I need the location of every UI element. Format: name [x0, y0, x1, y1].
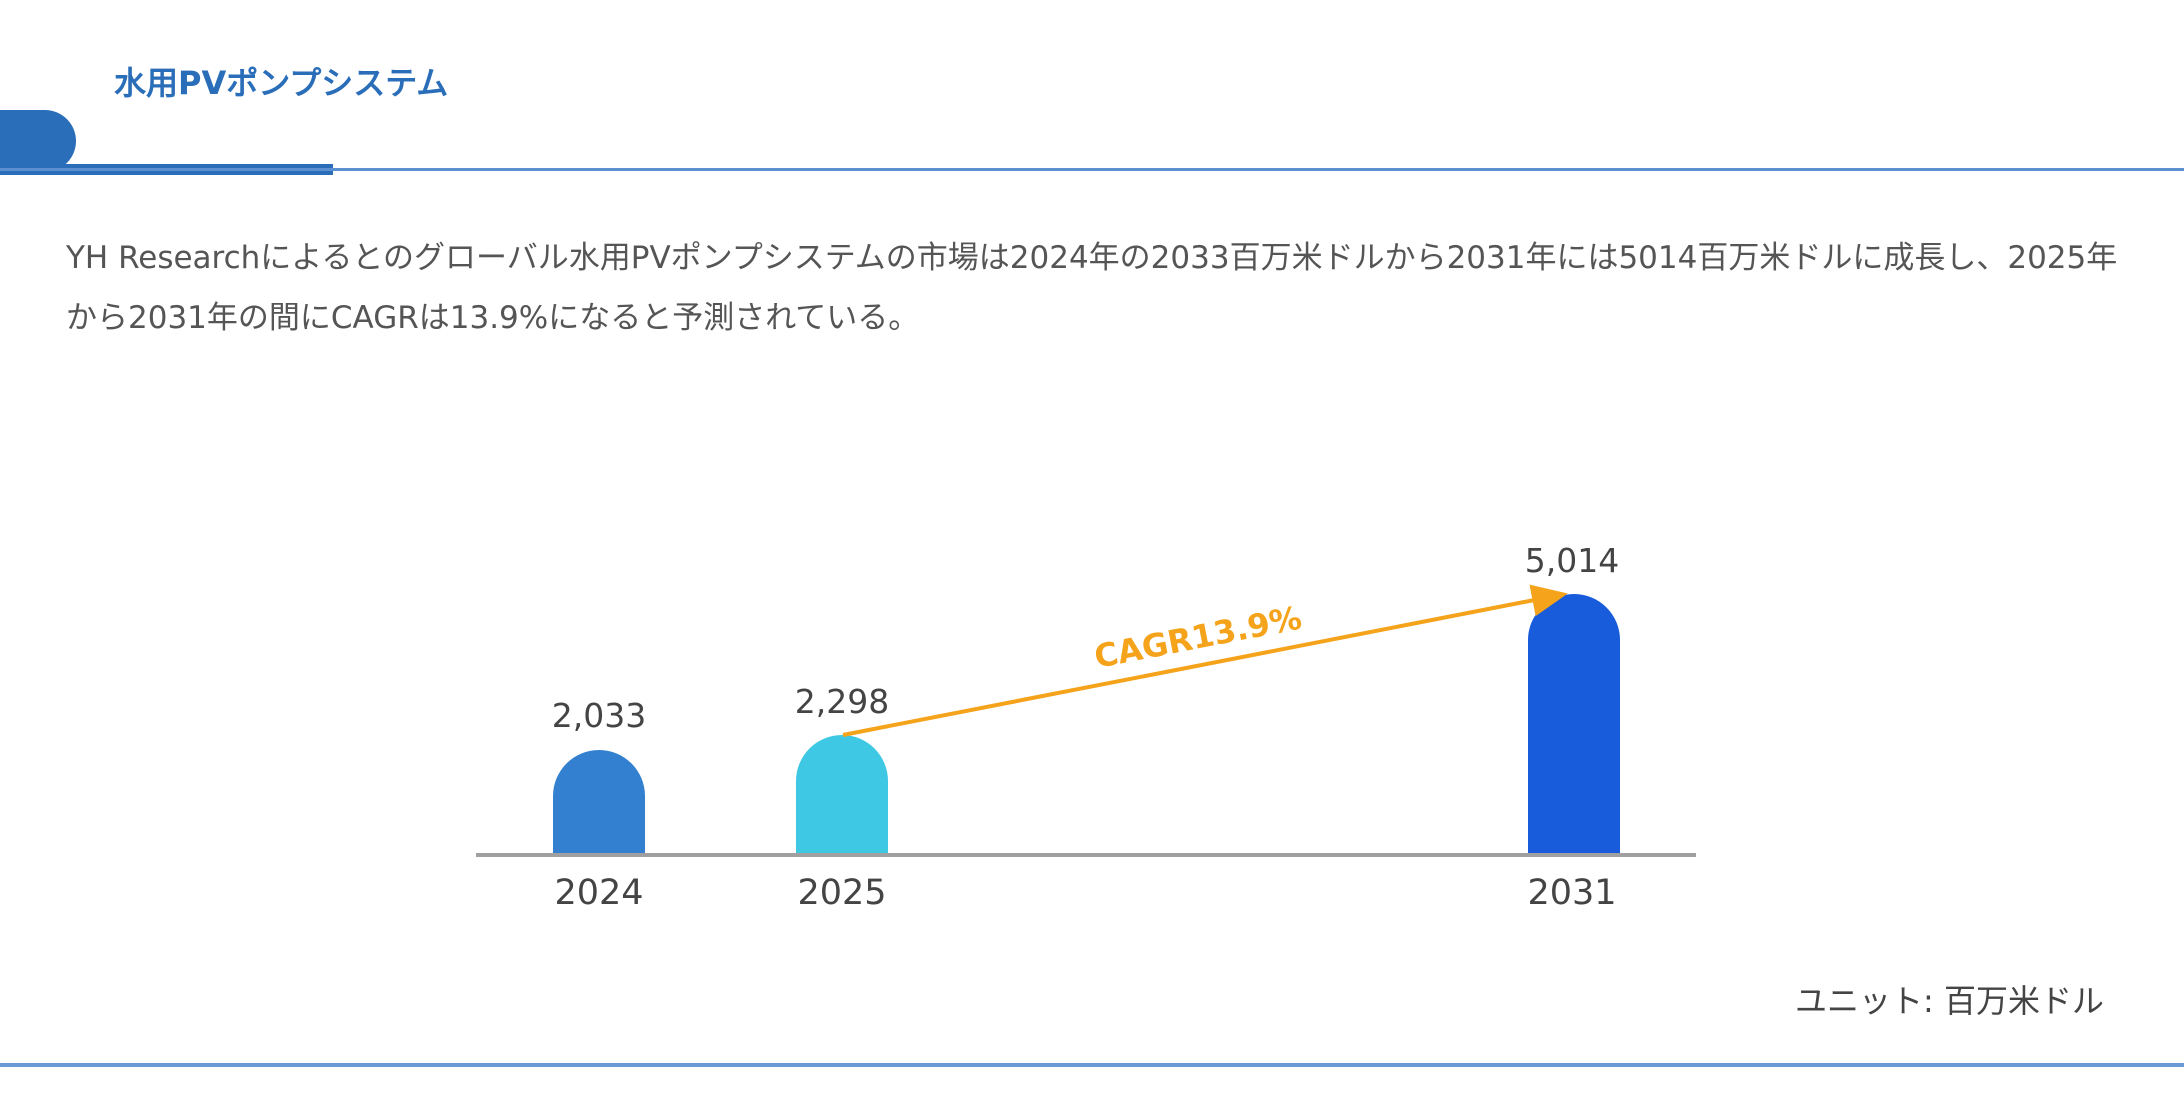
bar-2024	[553, 750, 645, 855]
value-label-2024: 2,033	[552, 696, 646, 735]
bar-2025	[796, 735, 888, 855]
year-label-2031: 2031	[1527, 873, 1616, 913]
year-label-2024: 2024	[554, 873, 643, 913]
bar-2031	[1528, 594, 1620, 855]
value-label-2025: 2,298	[795, 682, 889, 721]
cagr-arrow	[842, 584, 1568, 737]
header-divider	[0, 168, 2184, 171]
value-label-2031: 5,014	[1525, 541, 1619, 580]
market-description: YH Researchによるとのグローバル水用PVポンプシステムの市場は2024…	[66, 240, 2118, 336]
section-tab-marker	[0, 110, 76, 172]
unit-label: ユニット: 百万米ドル	[1795, 982, 2104, 1020]
year-label-2025: 2025	[797, 873, 886, 913]
section-title: 水用PVポンプシステム	[114, 64, 449, 102]
footer-divider	[0, 1063, 2184, 1067]
